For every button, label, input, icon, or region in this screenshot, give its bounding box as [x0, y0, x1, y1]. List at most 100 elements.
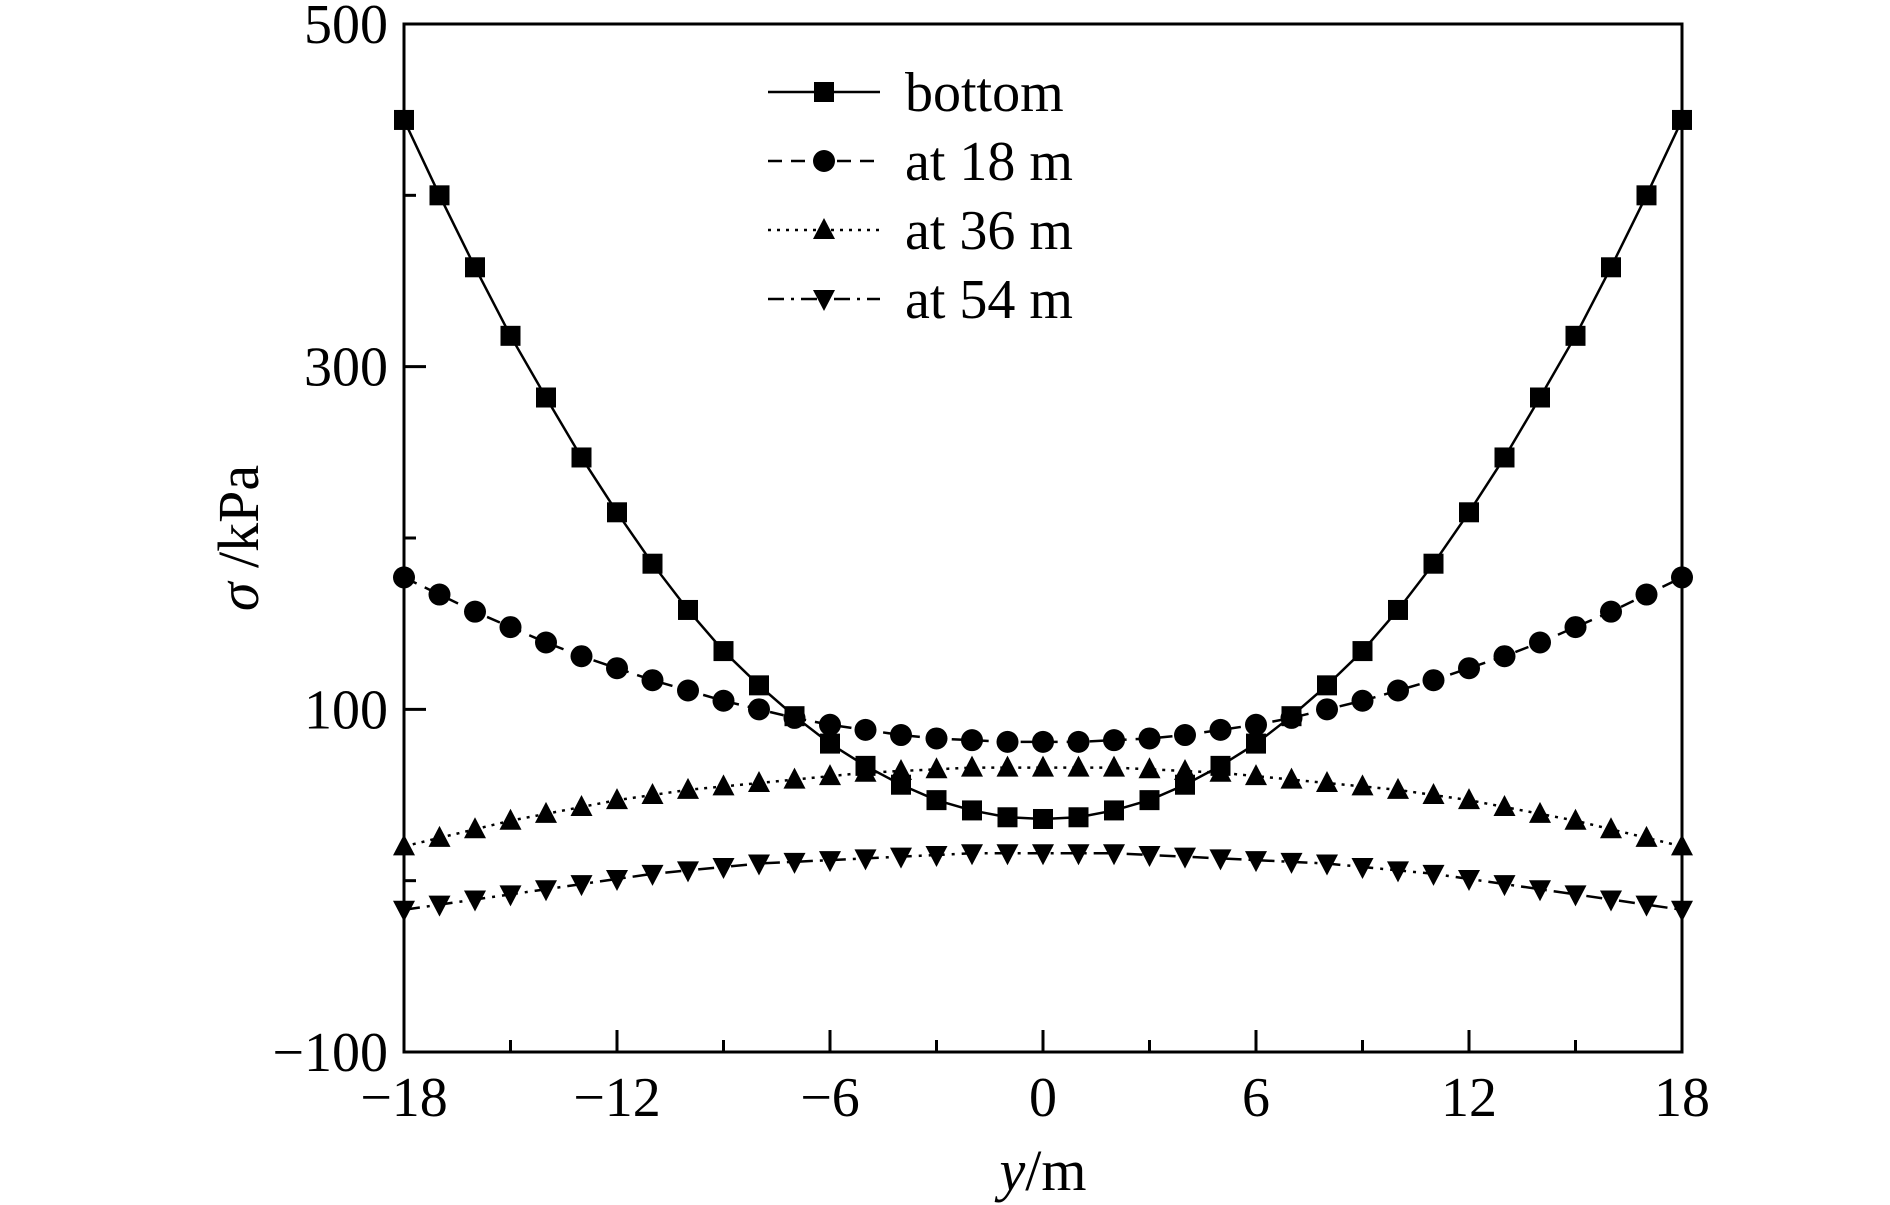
legend-item: at 54 m [768, 269, 1073, 331]
data-point [499, 616, 522, 639]
data-point [1209, 760, 1232, 782]
data-point [890, 759, 912, 781]
data-point [1316, 698, 1338, 721]
data-point [1245, 851, 1267, 873]
data-point [570, 645, 593, 668]
data-point [642, 553, 663, 574]
data-point [1174, 847, 1196, 869]
series-line [403, 576, 1683, 744]
data-point [1529, 801, 1551, 823]
data-point [641, 864, 664, 886]
data-point [996, 730, 1019, 753]
data-point [1459, 502, 1479, 523]
data-point [393, 566, 415, 589]
data-point [1458, 869, 1480, 891]
data-point [393, 834, 415, 856]
x-tick-label: 12 [1441, 1067, 1497, 1129]
data-point [1103, 729, 1125, 752]
data-point [854, 718, 877, 741]
data-point [641, 669, 664, 692]
data-point [996, 844, 1019, 866]
data-point [1174, 759, 1196, 781]
data-point [961, 755, 983, 777]
legend-label: bottom [905, 62, 1064, 124]
legend: bottom at 18 m at 36 m at 54 m [768, 62, 1073, 331]
series-2 [393, 566, 1693, 753]
data-point [1245, 713, 1267, 736]
data-point [535, 631, 557, 654]
data-point [1564, 885, 1587, 907]
data-point [1138, 845, 1161, 867]
legend-label: at 54 m [905, 269, 1073, 331]
data-point [1530, 387, 1550, 408]
data-point [820, 733, 840, 754]
data-point [962, 800, 982, 821]
data-point [535, 880, 557, 902]
data-point [570, 875, 593, 897]
data-point [1458, 788, 1480, 810]
data-point [606, 788, 628, 810]
data-point [890, 847, 912, 869]
data-point [1316, 854, 1338, 876]
data-point [1493, 875, 1516, 897]
data-point [854, 849, 877, 871]
y-axis-unit: /kPa [206, 465, 271, 583]
data-point [1280, 852, 1303, 874]
legend-item: bottom [768, 62, 1064, 124]
data-point [997, 807, 1018, 828]
y-axis-var: σ [206, 580, 271, 611]
data-point [961, 844, 983, 866]
data-point [1317, 675, 1337, 696]
x-axis-unit: /m [1025, 1138, 1086, 1203]
data-point [1316, 771, 1338, 793]
data-point [1422, 669, 1445, 692]
legend-marker [813, 150, 835, 172]
data-point [712, 689, 735, 712]
data-point [1529, 880, 1551, 902]
y-tick-label: 100 [304, 679, 388, 741]
data-point [570, 794, 593, 816]
data-point [1387, 861, 1409, 883]
data-point [1280, 767, 1303, 789]
data-point [428, 895, 451, 917]
data-point [641, 783, 664, 804]
data-point [428, 583, 451, 606]
data-point [1068, 807, 1089, 828]
data-point [499, 808, 522, 830]
legend-marker [813, 218, 835, 239]
data-point [1600, 600, 1622, 623]
data-point [1564, 616, 1587, 639]
data-point [1351, 857, 1374, 879]
data-point [1103, 844, 1125, 866]
data-point [1564, 808, 1587, 830]
data-point [961, 729, 983, 752]
data-point [712, 857, 735, 879]
data-point [1138, 727, 1161, 750]
data-point [1246, 733, 1266, 754]
data-point [1601, 257, 1621, 278]
data-point [500, 325, 521, 346]
data-point [429, 185, 450, 206]
x-tick-label: −6 [800, 1067, 860, 1129]
data-point [819, 713, 841, 736]
data-point [819, 764, 841, 786]
data-point [464, 890, 486, 912]
data-point [783, 852, 806, 874]
data-point [1671, 834, 1693, 856]
data-point [854, 760, 877, 782]
data-point [465, 257, 485, 278]
x-tick-label: 18 [1654, 1067, 1710, 1129]
data-point [1103, 755, 1125, 777]
data-point [1387, 777, 1409, 799]
data-point [819, 851, 841, 873]
data-point [748, 698, 770, 721]
x-axis-label: y/m [995, 1138, 1087, 1203]
data-point [606, 869, 628, 891]
data-point [1565, 325, 1586, 346]
data-point [464, 817, 486, 839]
series-4 [393, 844, 1693, 922]
data-point [1351, 774, 1374, 796]
legend-item: at 18 m [768, 131, 1073, 193]
series-3 [393, 755, 1693, 856]
